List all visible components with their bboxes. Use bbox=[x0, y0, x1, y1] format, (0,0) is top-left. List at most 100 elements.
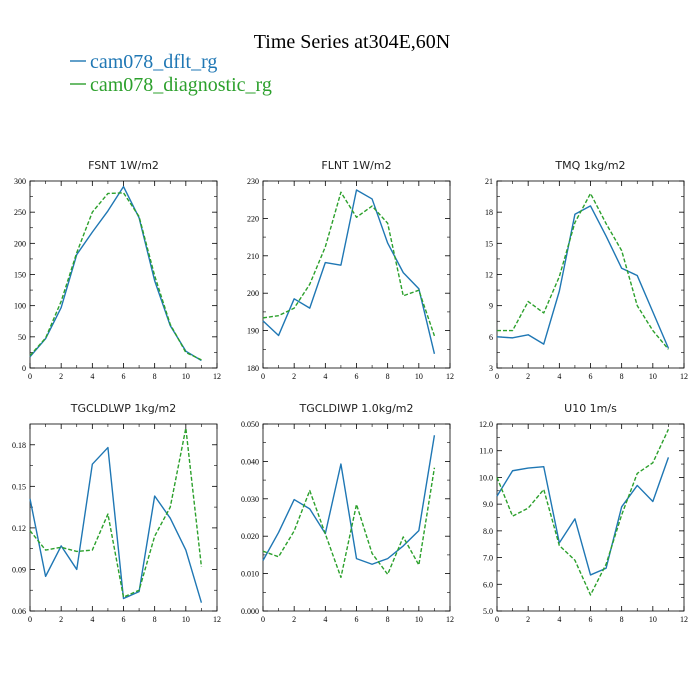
y-tick-label: 0.020 bbox=[241, 532, 259, 541]
plot-frame bbox=[496, 423, 685, 612]
plot-frame bbox=[29, 423, 218, 612]
y-tick-label: 0.010 bbox=[241, 570, 259, 579]
series-line-diagnostic bbox=[29, 427, 203, 598]
x-tick-label: 4 bbox=[90, 372, 94, 381]
chart-panel-0: FSNT 1W/m2 0 2 4 6 8 10 12 0 50 100 150 200 250 300 bbox=[14, 159, 221, 381]
chart-panel-4: TGCLDIWP 1.0kg/m2 0 2 4 6 8 10 12 0.000 0.010 0.02… bbox=[241, 402, 454, 624]
x-tick-label: 12 bbox=[446, 615, 454, 624]
x-tick-label: 10 bbox=[415, 615, 423, 624]
x-tick-label: 4 bbox=[323, 372, 327, 381]
x-tick-label: 0 bbox=[495, 372, 499, 381]
plot-frame bbox=[496, 180, 685, 369]
y-tick-label: 150 bbox=[14, 271, 26, 280]
chart-title: U10 1m/s bbox=[564, 402, 617, 415]
x-tick-label: 2 bbox=[526, 615, 530, 624]
series-line-diagnostic bbox=[262, 191, 436, 337]
x-tick-label: 8 bbox=[386, 372, 390, 381]
y-tick-label: 50 bbox=[18, 333, 26, 342]
y-tick-label: 11.0 bbox=[479, 447, 493, 456]
x-tick-label: 12 bbox=[213, 615, 221, 624]
y-tick-label: 0 bbox=[22, 364, 26, 373]
x-tick-label: 10 bbox=[182, 372, 190, 381]
legend-item-diagnostic: cam078_diagnostic_rg bbox=[70, 74, 272, 96]
x-tick-label: 12 bbox=[446, 372, 454, 381]
y-tick-label: 7.0 bbox=[483, 554, 493, 563]
chart-title: FSNT 1W/m2 bbox=[88, 159, 159, 172]
y-tick-label: 250 bbox=[14, 208, 26, 217]
y-tick-label: 5.0 bbox=[483, 607, 493, 616]
y-tick-label: 0.12 bbox=[12, 524, 26, 533]
y-tick-label: 0.09 bbox=[12, 565, 26, 574]
y-tick-label: 0.06 bbox=[12, 607, 26, 616]
y-tick-label: 6 bbox=[489, 333, 493, 342]
chart-title: TGCLDLWP 1kg/m2 bbox=[70, 402, 176, 415]
x-tick-label: 10 bbox=[182, 615, 190, 624]
series-line-diagnostic bbox=[29, 192, 202, 361]
legend-label-diagnostic: cam078_diagnostic_rg bbox=[90, 74, 272, 96]
series-line-dflt bbox=[29, 446, 203, 603]
y-tick-label: 9 bbox=[489, 302, 493, 311]
x-tick-label: 6 bbox=[589, 372, 593, 381]
x-tick-label: 6 bbox=[589, 615, 593, 624]
x-tick-label: 2 bbox=[59, 615, 63, 624]
x-tick-label: 4 bbox=[557, 372, 561, 381]
y-tick-label: 0.15 bbox=[12, 482, 26, 491]
chart-panel-5: U10 1m/s 0 2 4 6 8 10 12 5.0 6.0 7.0 8.0 9.0 10.0 11.0… bbox=[479, 402, 688, 624]
chart-title: TMQ 1kg/m2 bbox=[554, 159, 625, 172]
plot-frame bbox=[262, 423, 451, 612]
y-tick-label: 0.000 bbox=[241, 607, 259, 616]
chart-title: FLNT 1W/m2 bbox=[321, 159, 391, 172]
panels: FSNT 1W/m20 2 4 6 8 10 12050100150200250300FLN… bbox=[12, 159, 688, 624]
x-tick-label: 6 bbox=[355, 372, 359, 381]
y-tick-label: 15 bbox=[485, 239, 493, 248]
x-tick-label: 6 bbox=[122, 372, 126, 381]
x-tick-label: 12 bbox=[680, 372, 688, 381]
chart-panel-1: FLNT 1W/m2 0 2 4 6 8 10 12 180 190 200 210 220 230 bbox=[247, 159, 454, 381]
y-tick-label: 190 bbox=[247, 327, 259, 336]
y-tick-label: 12.0 bbox=[479, 420, 493, 429]
x-tick-label: 0 bbox=[261, 615, 265, 624]
y-tick-label: 3 bbox=[489, 364, 493, 373]
x-tick-label: 4 bbox=[90, 615, 94, 624]
x-tick-label: 0 bbox=[28, 372, 32, 381]
y-tick-label: 9.0 bbox=[483, 500, 493, 509]
y-tick-label: 10.0 bbox=[479, 473, 493, 482]
y-tick-label: 8.0 bbox=[483, 527, 493, 536]
x-tick-label: 10 bbox=[415, 372, 423, 381]
y-tick-label: 180 bbox=[247, 364, 259, 373]
series-line-dflt bbox=[496, 205, 670, 349]
y-tick-label: 200 bbox=[14, 239, 26, 248]
legend-label-dflt: cam078_dflt_rg bbox=[90, 51, 217, 73]
x-tick-label: 2 bbox=[59, 372, 63, 381]
x-tick-label: 6 bbox=[122, 615, 126, 624]
figure-title: Time Series at304E,60N bbox=[254, 31, 450, 53]
y-tick-label: 0.18 bbox=[12, 441, 26, 450]
x-tick-label: 12 bbox=[213, 372, 221, 381]
x-tick-label: 0 bbox=[261, 372, 265, 381]
x-tick-label: 8 bbox=[153, 372, 157, 381]
y-tick-label: 220 bbox=[247, 214, 259, 223]
x-tick-label: 8 bbox=[620, 615, 624, 624]
series-line-dflt bbox=[262, 189, 436, 354]
y-tick-label: 210 bbox=[247, 252, 259, 261]
x-tick-label: 10 bbox=[649, 615, 657, 624]
legend: cam078_dflt_rg cam078_diagnostic_rg bbox=[70, 51, 272, 96]
y-tick-label: 12 bbox=[485, 271, 493, 280]
x-tick-label: 2 bbox=[292, 615, 296, 624]
x-tick-label: 4 bbox=[557, 615, 561, 624]
x-tick-label: 2 bbox=[526, 372, 530, 381]
x-tick-label: 4 bbox=[323, 615, 327, 624]
y-tick-label: 18 bbox=[485, 208, 493, 217]
series-line-dflt bbox=[262, 435, 436, 565]
legend-item-dflt: cam078_dflt_rg bbox=[70, 51, 217, 73]
y-tick-label: 21 bbox=[485, 177, 493, 186]
plot-frame bbox=[262, 180, 451, 369]
chart-panel-3: TGCLDLWP 1kg/m2 0 2 4 6 8 10 12 0.06 0.09 0.12 0.15… bbox=[12, 402, 221, 624]
x-tick-label: 12 bbox=[680, 615, 688, 624]
y-tick-label: 0.050 bbox=[241, 420, 259, 429]
x-tick-label: 0 bbox=[28, 615, 32, 624]
y-tick-label: 0.040 bbox=[241, 457, 259, 466]
x-tick-label: 8 bbox=[153, 615, 157, 624]
y-tick-label: 100 bbox=[14, 302, 26, 311]
